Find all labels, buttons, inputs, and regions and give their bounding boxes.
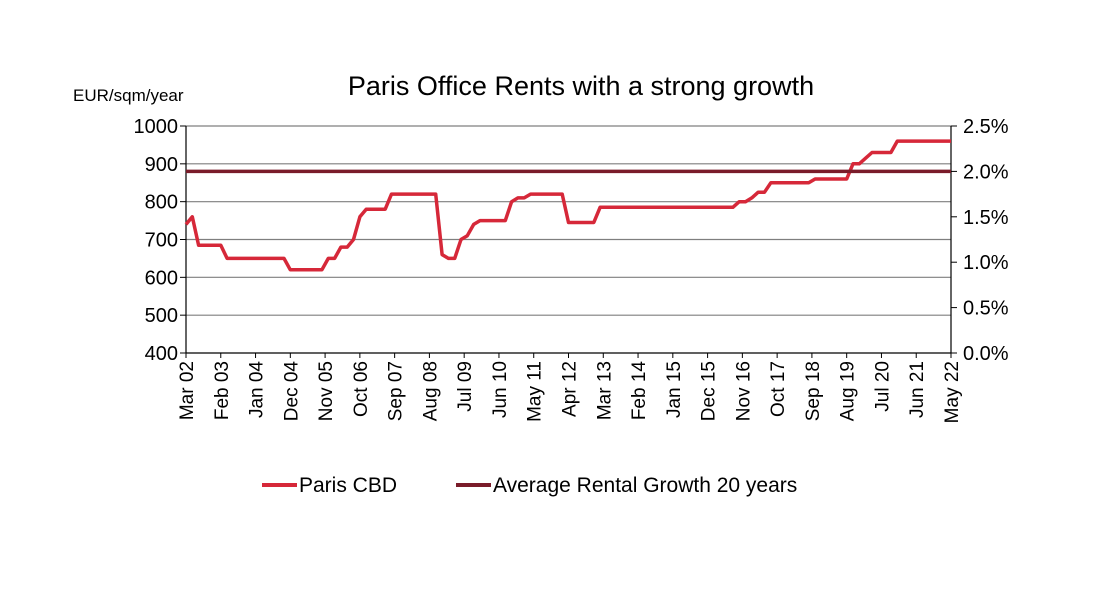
x-tick-label: Jan 15 (664, 361, 685, 418)
left-tick-label: 800 (145, 192, 178, 214)
right-tick-label: 1.0% (963, 252, 1009, 274)
x-tick-label: Feb 03 (212, 361, 233, 420)
series-line-paris-cbd (184, 139, 951, 272)
x-tick-label: Nov 05 (316, 361, 337, 421)
right-tick-label: 2.5% (963, 116, 1009, 138)
x-tick-label: Feb 14 (629, 361, 650, 421)
legend: Paris CBD Average Rental Growth 20 years (262, 474, 797, 497)
left-tick-label: 700 (145, 230, 178, 252)
x-tick-label: Aug 19 (838, 361, 859, 421)
left-tick-label: 900 (145, 154, 178, 176)
legend-label-average-rental-growth: Average Rental Growth 20 years (493, 474, 797, 497)
x-tick-label: Mar 13 (594, 361, 615, 420)
right-tick-label: 0.5% (963, 298, 1009, 320)
x-tick-label: Apr 12 (560, 361, 581, 417)
x-tick-label: Mar 02 (177, 361, 198, 420)
right-tick-label: 2.0% (963, 161, 1009, 183)
chart-title: Paris Office Rents with a strong growth (348, 71, 814, 101)
series-layer (184, 139, 951, 272)
x-tick-label: Oct 17 (768, 361, 789, 417)
left-tick-label: 500 (145, 305, 178, 327)
x-tick-label: Jan 04 (247, 361, 268, 418)
left-tick-label: 1000 (134, 116, 179, 138)
x-tick-label: May 22 (942, 361, 963, 423)
x-tick-label: Dec 04 (281, 361, 302, 422)
left-y-axis-ticks: 400 500 600 700 800 900 1000 (134, 116, 186, 365)
right-tick-label: 1.5% (963, 207, 1009, 229)
x-tick-label: Jul 20 (872, 361, 893, 412)
x-tick-label: Nov 16 (733, 361, 754, 421)
x-axis-ticks: Mar 02 Feb 03 Jan 04 Dec 04 Nov 05 Oct 06 Sep … (177, 353, 963, 423)
x-tick-label: Aug 08 (420, 361, 441, 421)
x-tick-label: Jun 21 (907, 361, 928, 418)
x-tick-label: Sep 07 (386, 361, 407, 421)
left-tick-label: 600 (145, 267, 178, 289)
x-tick-label: Jul 09 (455, 361, 476, 412)
y-axis-unit-label: EUR/sqm/year (73, 86, 184, 105)
right-y-axis-ticks: 0.0% 0.5% 1.0% 1.5% 2.0% 2.5% (951, 116, 1009, 365)
x-tick-label: May 11 (525, 361, 546, 422)
gridlines (185, 125, 952, 354)
x-tick-label: Sep 18 (803, 361, 824, 421)
x-tick-label: Dec 15 (699, 361, 720, 421)
right-tick-label: 0.0% (963, 343, 1009, 365)
legend-label-paris-cbd: Paris CBD (299, 474, 397, 497)
x-tick-label: Oct 06 (351, 361, 372, 417)
left-tick-label: 400 (145, 343, 178, 365)
x-tick-label: Jun 10 (490, 361, 511, 418)
